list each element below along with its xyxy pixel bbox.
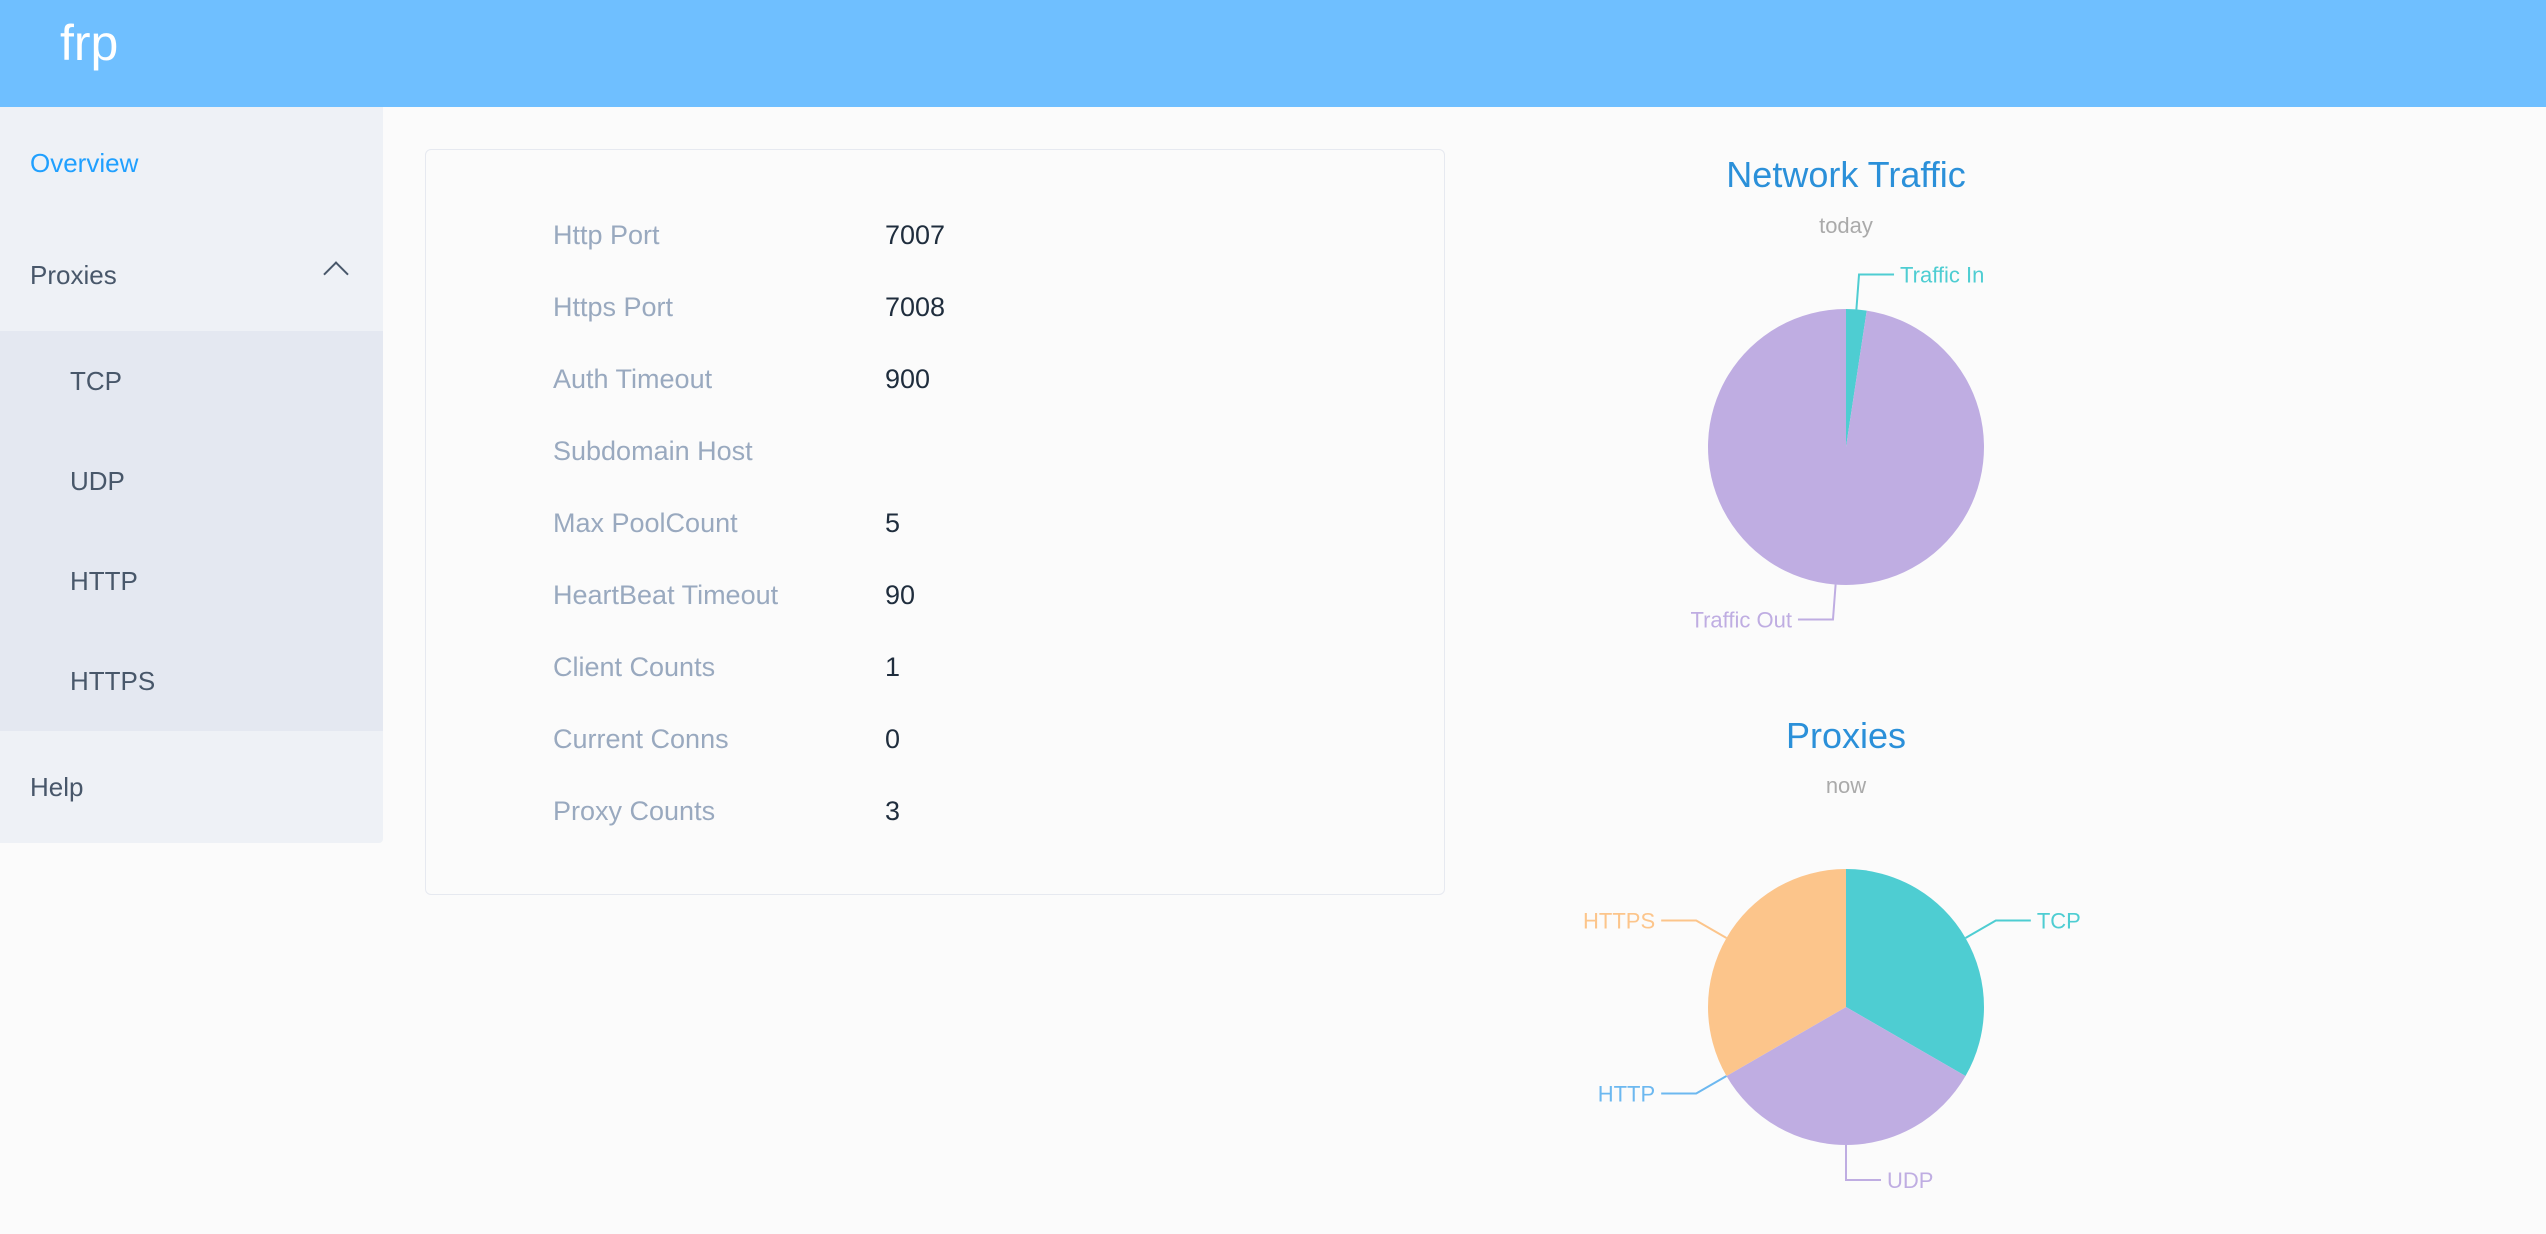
charts-area: Network Traffic today Traffic In Traffic … (1583, 154, 2081, 1193)
info-value: 0 (885, 723, 901, 754)
slice-label: TCP (2037, 909, 2081, 934)
sidebar-item-overview[interactable]: Overview (30, 147, 139, 178)
info-value: 5 (885, 507, 901, 538)
info-value: 7007 (885, 219, 946, 250)
pie-slice-tcp[interactable] (1846, 868, 1985, 1076)
info-value: 90 (885, 579, 916, 610)
info-row: Https Port 7008 (553, 287, 945, 327)
info-label: Current Conns (553, 723, 729, 754)
chart-title: Network Traffic (1726, 154, 1965, 195)
network-traffic-chart: Network Traffic today Traffic In Traffic … (1690, 154, 1984, 633)
slice-label: Traffic Out (1690, 608, 1791, 633)
sidebar-item-https[interactable]: HTTPS (70, 665, 156, 696)
label-line (1965, 919, 2031, 939)
info-value: 3 (885, 795, 901, 826)
info-label: Max PoolCount (553, 507, 738, 538)
info-label: Https Port (553, 291, 674, 322)
label-line (1855, 273, 1895, 310)
sidebar-item-help[interactable]: Help (30, 771, 84, 802)
info-row: Http Port 7007 (553, 215, 945, 255)
info-label: Http Port (553, 219, 660, 250)
label-line (1845, 1145, 1881, 1181)
sidebar-item-tcp[interactable]: TCP (70, 365, 122, 396)
proxies-submenu: TCP UDP HTTP HTTPS (0, 331, 383, 731)
sidebar-item-proxies[interactable]: Proxies (0, 219, 383, 331)
info-value: 7008 (885, 291, 946, 322)
slice-label: HTTPS (1583, 909, 1655, 934)
brand-logo[interactable]: frp (60, 15, 119, 71)
label-line (1661, 919, 1727, 939)
slice-label: Traffic In (1900, 262, 1984, 287)
slice-label: UDP (1887, 1168, 1933, 1193)
info-value: 900 (885, 363, 931, 394)
info-value: 1 (885, 651, 901, 682)
info-label: HeartBeat Timeout (553, 579, 779, 610)
label-line (1797, 584, 1837, 621)
pie-slice-traffic-in[interactable] (1846, 309, 1867, 447)
sidebar-item-label: Proxies (30, 259, 117, 290)
pie-slice-https[interactable] (1708, 868, 1846, 1076)
info-row: Max PoolCount 5 (553, 503, 900, 543)
info-row: Client Counts 1 (553, 647, 900, 687)
info-label: Client Counts (553, 651, 716, 682)
slice-label: HTTP (1598, 1082, 1655, 1107)
chart-subtitle: today (1819, 213, 1873, 238)
info-label: Auth Timeout (553, 363, 713, 394)
label-line (1661, 1075, 1727, 1095)
pie-slice-traffic-out[interactable] (1708, 309, 1984, 585)
info-row: HeartBeat Timeout 90 (553, 575, 915, 615)
top-header: frp (0, 0, 2546, 107)
info-label: Subdomain Host (553, 435, 753, 466)
proxies-chart: Proxies now TCP UDP HTTP HTTPS (1583, 715, 2081, 1193)
chart-subtitle: now (1826, 773, 1866, 798)
info-row: Current Conns 0 (553, 719, 900, 759)
info-row: Subdomain Host (553, 431, 885, 471)
sidebar-item-udp[interactable]: UDP (70, 465, 125, 496)
sidebar: Overview Proxies TCP UDP HTTP HTTPS Help (0, 107, 383, 843)
pie-slice-udp[interactable] (1726, 1007, 1966, 1146)
info-label: Proxy Counts (553, 795, 716, 826)
info-row: Auth Timeout 900 (553, 359, 930, 399)
chevron-up-icon (323, 261, 349, 287)
info-row: Proxy Counts 3 (553, 791, 900, 831)
chart-title: Proxies (1786, 715, 1906, 756)
server-info-card: Http Port 7007 Https Port 7008 Auth Timeou… (425, 149, 1445, 895)
sidebar-item-http[interactable]: HTTP (70, 565, 138, 596)
